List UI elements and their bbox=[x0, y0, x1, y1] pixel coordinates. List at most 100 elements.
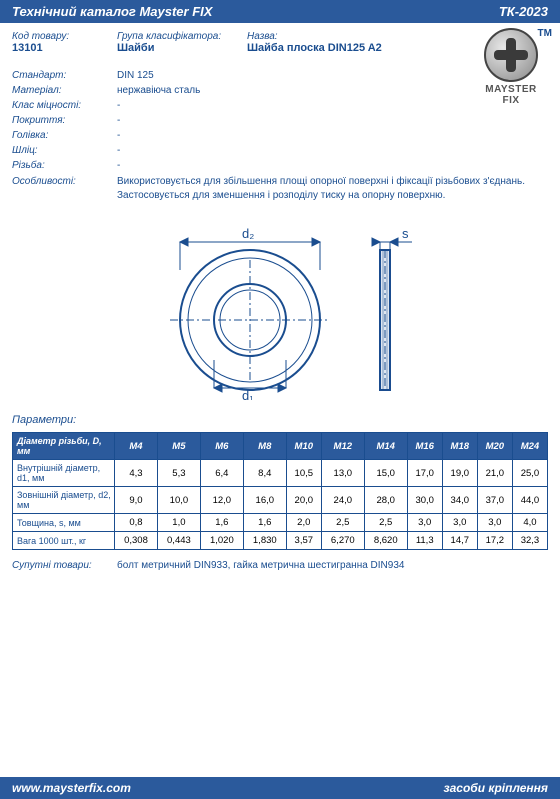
spec-row: Клас міцності:- bbox=[12, 98, 548, 113]
table-col-header: M14 bbox=[364, 433, 407, 460]
params-title: Параметри: bbox=[12, 414, 560, 426]
code-value: 13101 bbox=[12, 42, 117, 54]
table-cell: 17,0 bbox=[407, 460, 442, 487]
table-cell: 0,443 bbox=[157, 532, 200, 550]
table-cell: 14,7 bbox=[442, 532, 477, 550]
spec-label: Різьба: bbox=[12, 158, 117, 173]
table-cell: 9,0 bbox=[115, 487, 158, 514]
table-cell: 25,0 bbox=[512, 460, 547, 487]
related-label: Супутні товари: bbox=[12, 560, 117, 571]
code-label: Код товару: bbox=[12, 31, 117, 42]
table-cell: 20,0 bbox=[286, 487, 321, 514]
table-cell: 44,0 bbox=[512, 487, 547, 514]
spec-label: Шліц: bbox=[12, 143, 117, 158]
table-cell: 2,5 bbox=[364, 514, 407, 532]
description-label: Особливості: bbox=[12, 175, 117, 202]
spec-label: Матеріал: bbox=[12, 83, 117, 98]
table-cell: 2,5 bbox=[321, 514, 364, 532]
s-label: s bbox=[402, 226, 409, 241]
table-cell: 6,4 bbox=[200, 460, 243, 487]
table-col-header: M10 bbox=[286, 433, 321, 460]
related-text: болт метричний DIN933, гайка метрична ше… bbox=[117, 560, 404, 571]
table-row: Внутрішній діаметр, d1, мм4,35,36,48,410… bbox=[13, 460, 548, 487]
table-cell: 11,3 bbox=[407, 532, 442, 550]
spec-row: Матеріал:нержавіюча сталь bbox=[12, 83, 548, 98]
table-col-header: M20 bbox=[477, 433, 512, 460]
table-cell: 1,0 bbox=[157, 514, 200, 532]
group-label: Група класифікатора: bbox=[117, 31, 247, 42]
header-code: ТК-2023 bbox=[499, 4, 548, 19]
table-row-header: Товщина, s, мм bbox=[13, 514, 115, 532]
table-cell: 2,0 bbox=[286, 514, 321, 532]
table-cell: 10,5 bbox=[286, 460, 321, 487]
table-row: Вага 1000 шт., кг0,3080,4431,0201,8303,5… bbox=[13, 532, 548, 550]
table-cell: 21,0 bbox=[477, 460, 512, 487]
footer-url: www.maysterfix.com bbox=[12, 781, 131, 795]
footer-bar: www.maysterfix.com засоби кріплення bbox=[0, 777, 560, 799]
d2-label: d₂ bbox=[242, 226, 254, 241]
table-cell: 3,0 bbox=[442, 514, 477, 532]
description-text: Використовується для збільшення площі оп… bbox=[117, 175, 548, 202]
spec-value: - bbox=[117, 113, 548, 128]
table-cell: 0,308 bbox=[115, 532, 158, 550]
table-col-header: M16 bbox=[407, 433, 442, 460]
table-cell: 19,0 bbox=[442, 460, 477, 487]
spec-row: Голівка:- bbox=[12, 128, 548, 143]
spec-row: Покриття:- bbox=[12, 113, 548, 128]
table-cell: 37,0 bbox=[477, 487, 512, 514]
trademark-label: TM bbox=[538, 28, 552, 39]
table-cell: 1,020 bbox=[200, 532, 243, 550]
header-title: Технічний каталог Mayster FIX bbox=[12, 4, 212, 19]
spec-label: Клас міцності: bbox=[12, 98, 117, 113]
table-cell: 17,2 bbox=[477, 532, 512, 550]
table-cell: 15,0 bbox=[364, 460, 407, 487]
spec-label: Голівка: bbox=[12, 128, 117, 143]
table-cell: 30,0 bbox=[407, 487, 442, 514]
table-cell: 16,0 bbox=[243, 487, 286, 514]
table-cell: 8,620 bbox=[364, 532, 407, 550]
table-cell: 1,6 bbox=[243, 514, 286, 532]
spec-value: - bbox=[117, 143, 548, 158]
table-cell: 4,3 bbox=[115, 460, 158, 487]
spec-row: Шліц:- bbox=[12, 143, 548, 158]
table-cell: 32,3 bbox=[512, 532, 547, 550]
screw-head-icon bbox=[484, 28, 538, 82]
d1-label: d₁ bbox=[242, 388, 254, 400]
table-row-header: Вага 1000 шт., кг bbox=[13, 532, 115, 550]
description-row: Особливості: Використовується для збільш… bbox=[12, 175, 548, 202]
table-cell: 34,0 bbox=[442, 487, 477, 514]
table-cell: 0,8 bbox=[115, 514, 158, 532]
table-cell: 13,0 bbox=[321, 460, 364, 487]
washer-diagram: d₂ d₁ s bbox=[120, 220, 440, 400]
table-corner: Діаметр різьби, D, мм bbox=[13, 433, 115, 460]
spec-label: Стандарт: bbox=[12, 68, 117, 83]
table-cell: 6,270 bbox=[321, 532, 364, 550]
params-table: Діаметр різьби, D, ммM4M5M6M8M10M12M14M1… bbox=[12, 432, 548, 550]
table-cell: 24,0 bbox=[321, 487, 364, 514]
spec-row: Стандарт:DIN 125 bbox=[12, 68, 548, 83]
spec-row: Різьба:- bbox=[12, 158, 548, 173]
spec-list: Стандарт:DIN 125Матеріал:нержавіюча стал… bbox=[12, 68, 548, 173]
table-row: Зовнішній діаметр, d2, мм9,010,012,016,0… bbox=[13, 487, 548, 514]
table-cell: 28,0 bbox=[364, 487, 407, 514]
table-cell: 3,57 bbox=[286, 532, 321, 550]
table-cell: 3,0 bbox=[477, 514, 512, 532]
footer-tagline: засоби кріплення bbox=[443, 781, 548, 795]
table-cell: 4,0 bbox=[512, 514, 547, 532]
table-col-header: M4 bbox=[115, 433, 158, 460]
table-row-header: Зовнішній діаметр, d2, мм bbox=[13, 487, 115, 514]
spec-label: Покриття: bbox=[12, 113, 117, 128]
table-cell: 12,0 bbox=[200, 487, 243, 514]
table-cell: 1,830 bbox=[243, 532, 286, 550]
table-row-header: Внутрішній діаметр, d1, мм bbox=[13, 460, 115, 487]
brand-name: MAYSTERFIX bbox=[472, 84, 550, 106]
group-value: Шайби bbox=[117, 42, 247, 54]
table-cell: 10,0 bbox=[157, 487, 200, 514]
header-bar: Технічний каталог Mayster FIX ТК-2023 bbox=[0, 0, 560, 23]
table-col-header: M12 bbox=[321, 433, 364, 460]
spec-value: - bbox=[117, 158, 548, 173]
table-col-header: M24 bbox=[512, 433, 547, 460]
table-cell: 8,4 bbox=[243, 460, 286, 487]
table-cell: 1,6 bbox=[200, 514, 243, 532]
table-col-header: M18 bbox=[442, 433, 477, 460]
